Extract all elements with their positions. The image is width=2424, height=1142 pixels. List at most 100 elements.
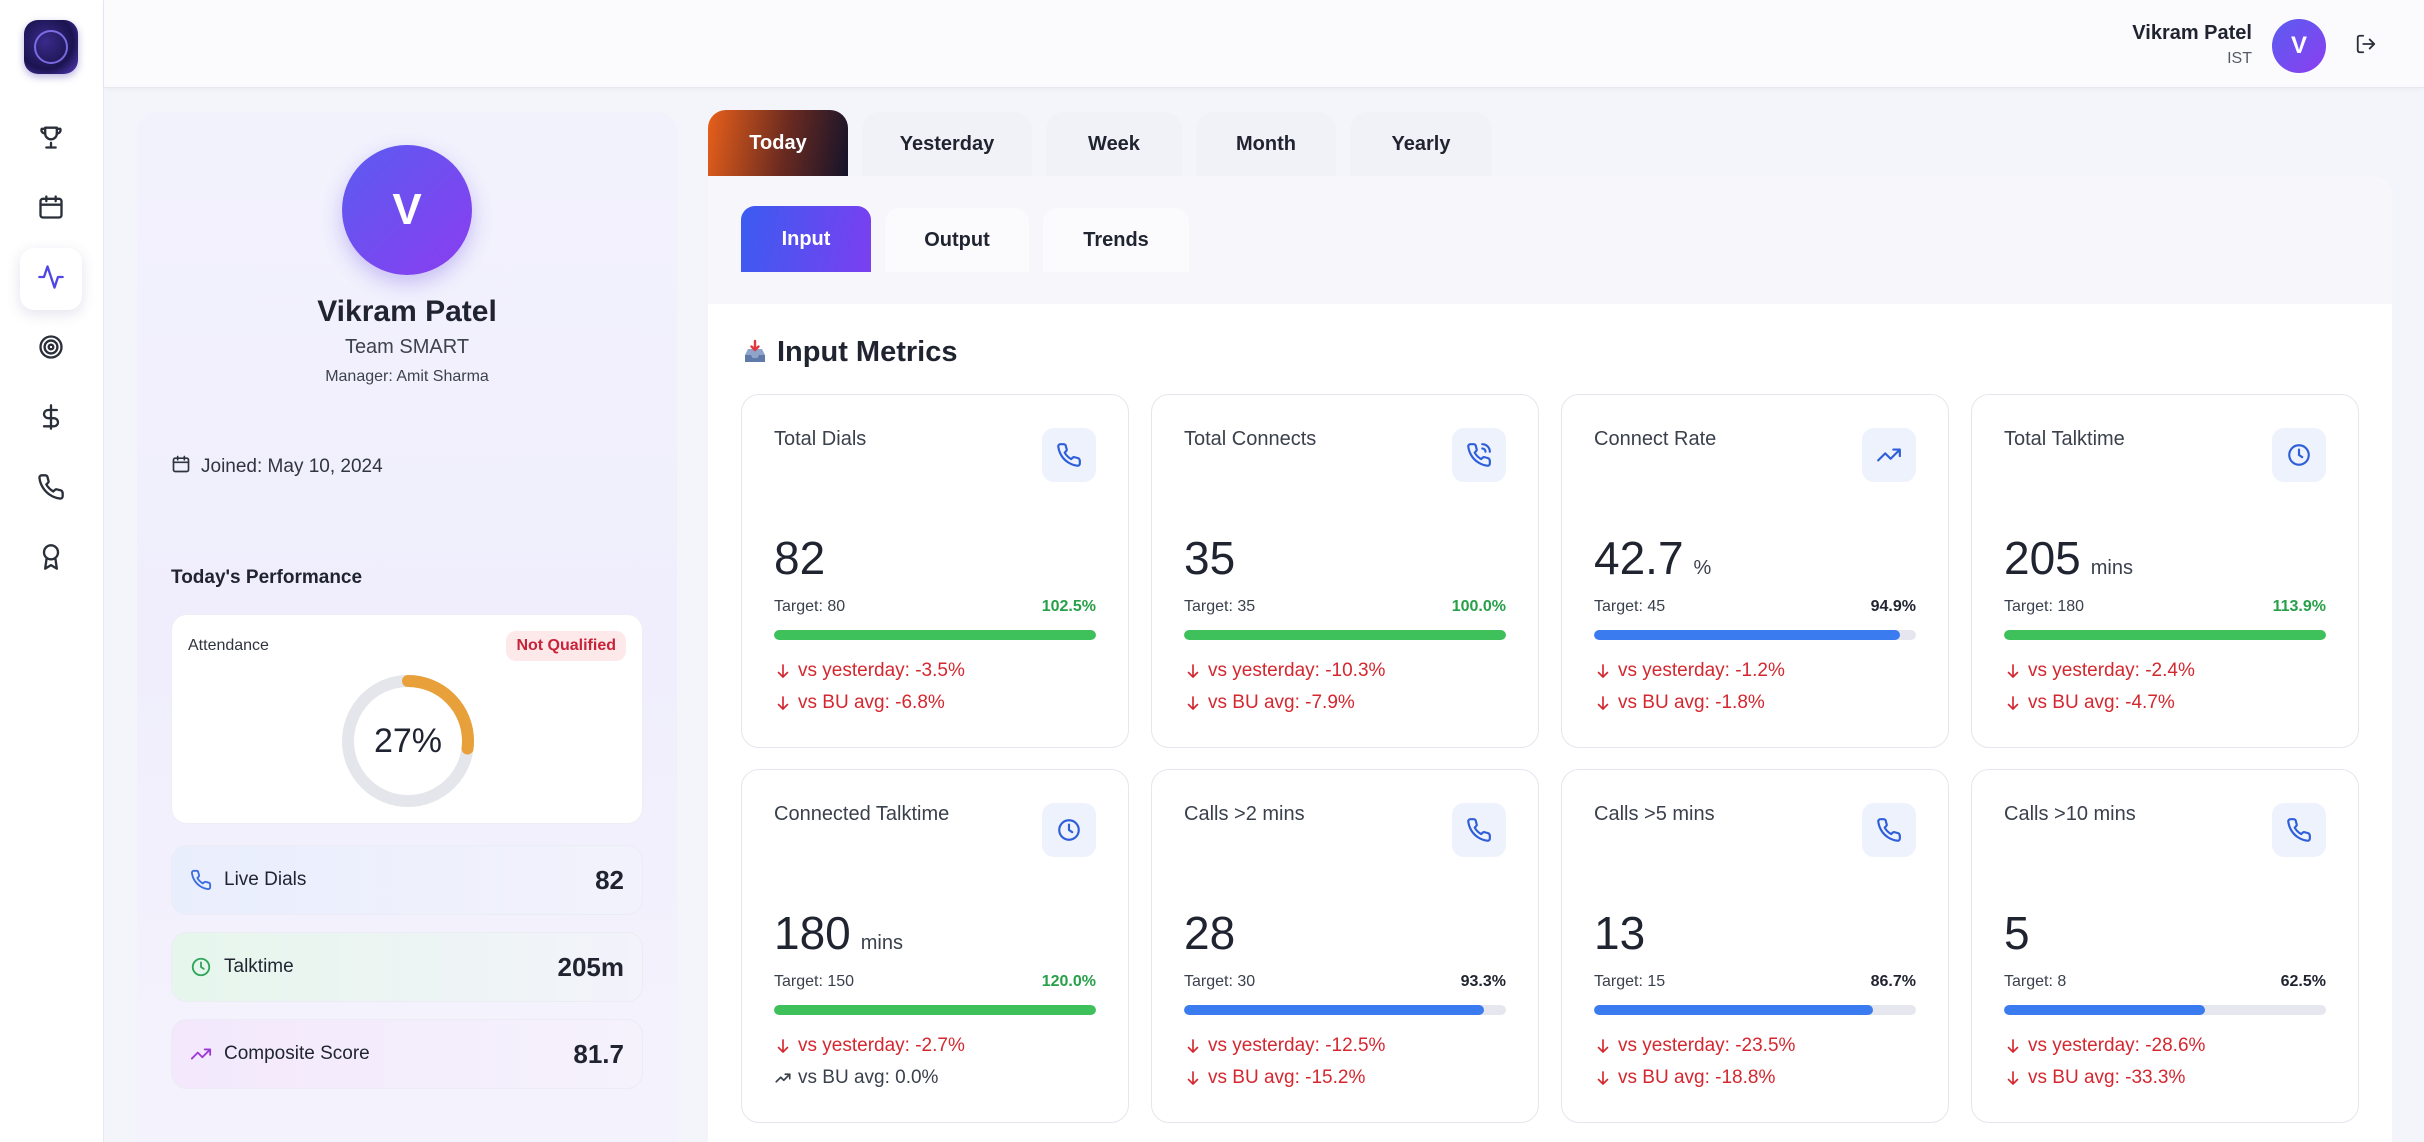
metric-value-row: 5 <box>2004 906 2030 960</box>
arrow-down-icon <box>2007 1039 2019 1053</box>
metric-unit: mins <box>2090 557 2133 579</box>
tab-input[interactable]: Input <box>741 206 871 272</box>
arrow-down-icon <box>1187 664 1199 678</box>
metric-icon-box <box>1862 428 1916 482</box>
metric-progress-fill <box>1184 1005 1485 1015</box>
metric-vs-bu-avg: vs BU avg: -1.8% <box>1594 692 1765 714</box>
metric-vs-bu-avg: vs BU avg: -7.9% <box>1184 692 1355 714</box>
arrow-down-icon <box>1187 1039 1199 1053</box>
metric-value: 82 <box>774 532 826 584</box>
phone-icon <box>1057 443 1081 467</box>
vs-bu-avg-text: vs BU avg: -4.7% <box>2028 692 2175 713</box>
vs-yesterday-text: vs yesterday: -3.5% <box>798 660 965 681</box>
metric-achievement: 113.9% <box>2272 598 2326 615</box>
trending-up-icon <box>1877 448 1901 462</box>
metric-title: Calls >5 mins <box>1594 803 1715 825</box>
phone-icon <box>1877 818 1901 842</box>
vs-bu-avg-text: vs BU avg: -18.8% <box>1618 1067 1776 1088</box>
metric-title: Calls >10 mins <box>2004 803 2136 825</box>
metric-title: Total Dials <box>774 428 867 450</box>
arrow-down-icon <box>1597 696 1609 710</box>
tab-output[interactable]: Output <box>885 208 1029 272</box>
metric-value: 28 <box>1184 907 1236 959</box>
profile-team: Team SMART <box>344 336 470 358</box>
metric-vs-yesterday: vs yesterday: -12.5% <box>1184 1035 1385 1057</box>
trophy-icon <box>37 123 65 156</box>
header-timezone: IST <box>2227 50 2252 67</box>
vs-bu-avg-text: vs BU avg: 0.0% <box>798 1067 939 1088</box>
metric-value-row: 13 <box>1594 906 1645 960</box>
arrow-down-icon <box>2007 1071 2019 1085</box>
stat-talktime: Talktime 205m <box>171 932 643 1002</box>
phone-call-icon <box>1467 443 1491 467</box>
attendance-percent: 27% <box>373 721 443 760</box>
stat-value: 205m <box>557 951 625 982</box>
tab-yearly[interactable]: Yearly <box>1350 112 1492 176</box>
metric-achievement: 86.7% <box>1870 973 1916 990</box>
header-avatar[interactable]: V <box>2272 19 2326 73</box>
metric-achievement: 100.0% <box>1451 598 1506 615</box>
metric-value-row: 35 <box>1184 531 1235 585</box>
tab-month[interactable]: Month <box>1196 112 1336 176</box>
award-icon <box>37 543 65 576</box>
metric-value: 13 <box>1594 907 1646 959</box>
metric-vs-bu-avg: vs BU avg: -6.8% <box>774 692 945 714</box>
sub-tab-bar: Input Output Trends <box>708 176 2392 304</box>
tab-yesterday[interactable]: Yesterday <box>862 112 1032 176</box>
metric-progress-fill <box>2004 1005 2206 1015</box>
attendance-label: Attendance <box>188 637 269 654</box>
metric-value: 205 <box>2004 532 2081 584</box>
nav-target[interactable] <box>20 318 82 380</box>
nav-activity[interactable] <box>20 248 82 310</box>
vs-yesterday-text: vs yesterday: -2.4% <box>2028 660 2195 681</box>
attendance-card: Attendance Not Qualified 27% <box>171 614 643 824</box>
metric-card: Calls >10 mins 5 Target: 8 62.5% vs yesterda… <box>1971 769 2359 1123</box>
nav-trophy[interactable] <box>20 108 82 170</box>
nav-award[interactable] <box>20 528 82 590</box>
metric-icon-box <box>1042 428 1096 482</box>
metric-icon-box <box>2272 803 2326 857</box>
main-content: Input Output Trends Input Metrics Total … <box>708 176 2392 1142</box>
stat-composite-score: Composite Score 81.7 <box>171 1019 643 1089</box>
metric-value-row: 180 mins <box>774 906 903 960</box>
metric-unit: % <box>1693 557 1712 579</box>
vs-yesterday-text: vs yesterday: -28.6% <box>2028 1035 2206 1056</box>
metric-icon-box <box>1452 428 1506 482</box>
metric-vs-yesterday: vs yesterday: -2.4% <box>2004 660 2195 682</box>
app-logo[interactable] <box>24 20 78 74</box>
tab-today[interactable]: Today <box>708 110 848 176</box>
metric-achievement: 102.5% <box>1041 598 1096 615</box>
tab-trends[interactable]: Trends <box>1043 208 1189 272</box>
profile-manager: Manager: Amit Sharma <box>325 368 489 385</box>
profile-avatar: V <box>342 145 472 275</box>
metric-target: Target: 180 <box>2004 598 2085 615</box>
metric-progress-fill <box>2004 630 2326 640</box>
nav-dollar[interactable] <box>20 388 82 450</box>
nav-phone[interactable] <box>20 458 82 520</box>
metric-card: Connect Rate 42.7% Target: 45 94.9% vs yeste… <box>1561 394 1949 748</box>
dollar-icon <box>37 403 65 436</box>
nav-calendar[interactable] <box>20 178 82 240</box>
arrow-down-icon <box>1597 1039 1609 1053</box>
metric-progress-track <box>1594 630 1916 640</box>
stat-label: Live Dials <box>224 869 307 890</box>
performance-title: Today's Performance <box>171 567 363 588</box>
metric-value-row: 28 <box>1184 906 1235 960</box>
tab-week[interactable]: Week <box>1046 112 1182 176</box>
metric-progress-track <box>2004 630 2326 640</box>
stat-value: 82 <box>595 864 624 895</box>
stat-label: Composite Score <box>224 1043 370 1064</box>
vs-bu-avg-text: vs BU avg: -15.2% <box>1208 1067 1366 1088</box>
metric-vs-bu-avg: vs BU avg: -33.3% <box>2004 1067 2185 1089</box>
arrow-down-icon <box>2007 696 2019 710</box>
attendance-ring-progress <box>342 675 474 807</box>
vs-yesterday-text: vs yesterday: -12.5% <box>1208 1035 1386 1056</box>
vs-bu-avg-text: vs BU avg: -1.8% <box>1618 692 1765 713</box>
vs-yesterday-text: vs yesterday: -1.2% <box>1618 660 1785 681</box>
trending-up-icon <box>190 1043 212 1065</box>
metric-value-row: 205 mins <box>2004 531 2133 585</box>
metric-title: Connect Rate <box>1594 428 1717 450</box>
logout-button[interactable] <box>2352 32 2380 60</box>
metric-card: Total Dials 82 Target: 80 102.5% vs yesterda… <box>741 394 1129 748</box>
metric-value-row: 42.7% <box>1594 531 1711 585</box>
